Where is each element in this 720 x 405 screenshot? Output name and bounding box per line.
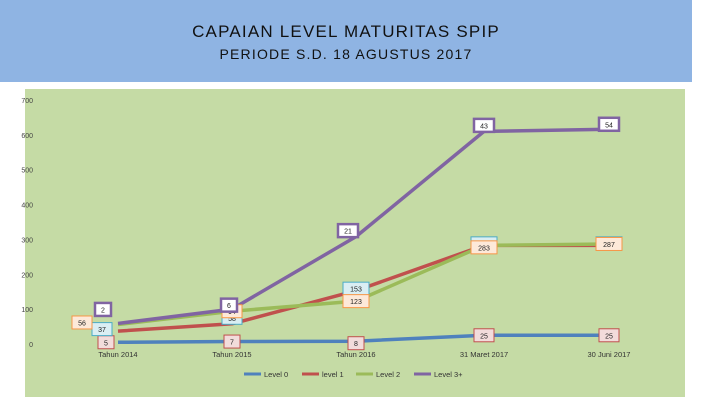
data-label-box — [597, 116, 621, 133]
data-labels: 5782525375815328328356941232832872621435… — [71, 116, 623, 351]
data-label-box — [219, 297, 239, 313]
y-tick-label: 300 — [21, 237, 33, 244]
x-tick-label: 31 Maret 2017 — [460, 350, 508, 359]
data-label-box — [595, 236, 623, 251]
data-label: 21 — [344, 229, 352, 236]
data-label: 5 — [104, 340, 108, 347]
y-tick-label: 100 — [21, 307, 33, 314]
y-tick-label: 400 — [21, 203, 33, 210]
x-tick-label: Tahun 2014 — [98, 350, 137, 359]
data-label: 6 — [227, 303, 231, 310]
data-label: 37 — [98, 327, 106, 334]
x-axis: Tahun 2014 Tahun 2015 Tahun 2016 31 Maret 2… — [98, 350, 630, 359]
data-label: 287 — [603, 242, 615, 249]
data-label: 58 — [228, 316, 236, 323]
legend-label: level 1 — [322, 370, 344, 379]
y-axis: 0 100 200 300 400 500 600 700 — [21, 98, 33, 349]
data-label: 123 — [350, 299, 362, 306]
data-label: 153 — [350, 287, 362, 294]
data-label-box — [336, 222, 360, 239]
x-tick-label: 30 Juni 2017 — [588, 350, 631, 359]
data-label: 8 — [354, 341, 358, 348]
legend-label: Level 2 — [376, 370, 400, 379]
data-label: 7 — [230, 340, 234, 347]
data-label-box — [470, 240, 498, 255]
data-label-box — [347, 336, 365, 351]
y-tick-label: 200 — [21, 272, 33, 279]
data-label: 54 — [605, 122, 613, 129]
legend-label: Level 3+ — [434, 370, 463, 379]
y-tick-label: 500 — [21, 168, 33, 175]
chart-title: CAPAIAN LEVEL MATURITAS SPIP — [192, 22, 500, 41]
data-label-box — [71, 315, 93, 330]
y-tick-label: 700 — [21, 98, 33, 105]
data-label: 43 — [480, 123, 488, 130]
data-label-box — [598, 328, 620, 343]
y-tick-label: 0 — [29, 342, 33, 349]
data-label: 283 — [478, 245, 490, 252]
data-label: 56 — [78, 320, 86, 327]
x-tick-label: Tahun 2015 — [212, 350, 251, 359]
data-label-box — [473, 328, 495, 343]
slide-header: CAPAIAN LEVEL MATURITAS SPIP PERIODE S.D… — [0, 0, 692, 82]
data-label: 25 — [480, 333, 488, 340]
data-label-box — [93, 301, 113, 318]
legend-label: Level 0 — [264, 370, 288, 379]
y-tick-label: 600 — [21, 133, 33, 140]
legend: Level 0 level 1 Level 2 Level 3+ — [244, 370, 463, 379]
x-tick-label: Tahun 2016 — [336, 350, 375, 359]
line-chart: 0 100 200 300 400 500 600 700 5 7 8 25 25 37 58 153 283… — [21, 89, 685, 397]
chart-subtitle: PERIODE S.D. 18 AGUSTUS 2017 — [219, 46, 473, 62]
data-label-box — [472, 117, 496, 134]
data-label-box — [342, 294, 370, 309]
data-label: 2 — [101, 307, 105, 314]
data-label-box — [223, 334, 241, 349]
data-label: 25 — [605, 333, 613, 340]
